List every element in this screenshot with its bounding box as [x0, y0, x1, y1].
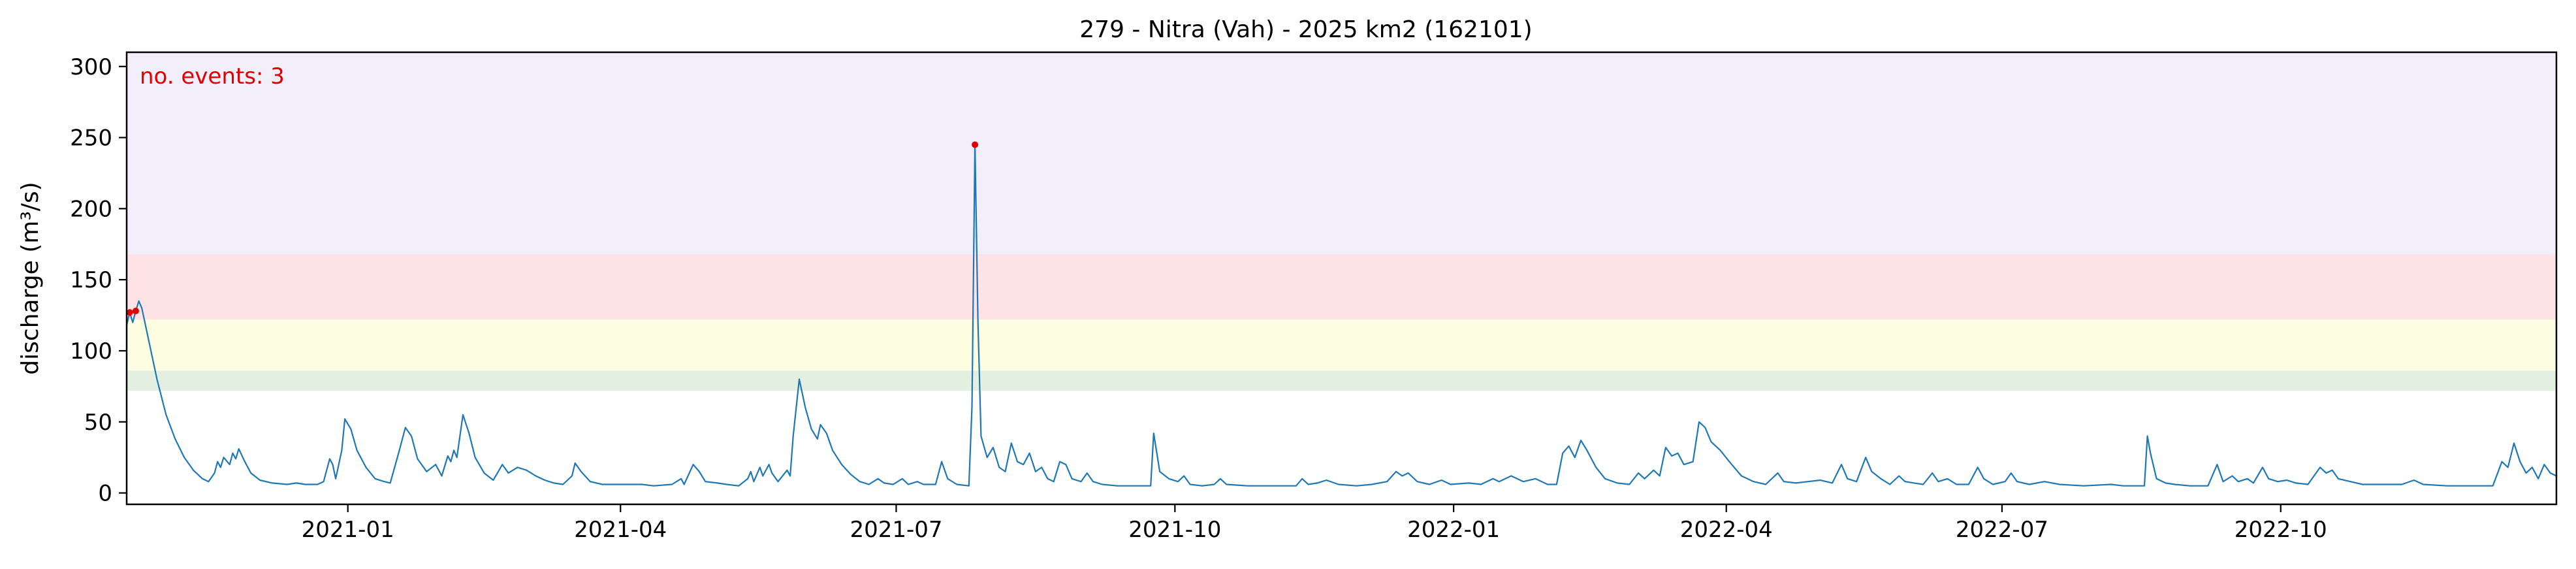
threshold-band-1	[127, 370, 2556, 391]
y-tick-label: 300	[70, 54, 112, 80]
x-tick-label: 2022-10	[2234, 517, 2327, 543]
y-tick-label: 250	[70, 125, 112, 152]
y-tick-label: 50	[84, 410, 112, 436]
event-marker-1	[126, 309, 133, 316]
y-tick-label: 100	[70, 338, 112, 365]
threshold-bands	[127, 52, 2556, 391]
x-tick-label: 2021-01	[302, 517, 394, 543]
x-tick-label: 2021-04	[574, 517, 667, 543]
threshold-band-4	[127, 52, 2556, 255]
x-tick-label: 2022-04	[1680, 517, 1773, 543]
series-layer	[125, 144, 2557, 487]
x-tick-label: 2022-01	[1407, 517, 1500, 543]
event-marker-2	[132, 308, 139, 315]
event-marker-3	[972, 141, 979, 148]
threshold-band-2	[127, 319, 2556, 371]
discharge-series-line	[125, 144, 2557, 487]
chart-title: 279 - Nitra (Vah) - 2025 km2 (162101)	[1079, 16, 1532, 43]
y-axis: 0 50 100 150 200 250 300	[70, 54, 127, 507]
x-axis: 2021-01 2021-04 2021-07 2021-10 2022-01 2022-…	[302, 504, 2327, 543]
y-tick-label: 0	[98, 481, 112, 507]
x-tick-label: 2021-10	[1128, 517, 1221, 543]
event-markers	[126, 141, 979, 316]
plot-frame	[125, 51, 2558, 506]
x-tick-label: 2021-07	[850, 517, 942, 543]
y-tick-label: 200	[70, 196, 112, 222]
threshold-band-3	[127, 254, 2556, 320]
y-tick-label: 150	[70, 267, 112, 293]
y-axis-label: discharge (m³/s)	[17, 182, 44, 374]
event-count-annotation: no. events: 3	[140, 63, 285, 89]
x-tick-label: 2022-07	[1956, 517, 2048, 543]
